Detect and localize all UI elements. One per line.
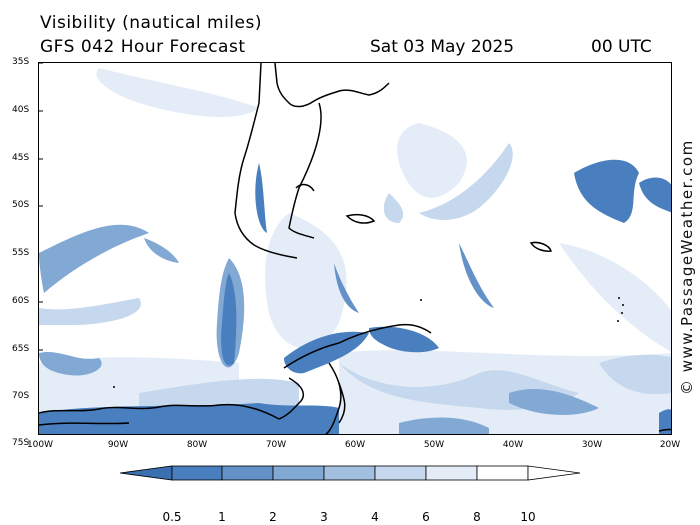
lon-label: 30W [581,440,603,450]
lon-label: 70W [265,440,287,450]
colorbar-label: 4 [371,510,379,524]
lat-ticks [39,63,43,398]
visibility-map [38,62,672,435]
lon-label: 90W [107,440,129,450]
colorbar-label: 2 [269,510,277,524]
low-visibility-field [39,224,599,434]
forecast-time: 00 UTC [591,37,652,57]
colorbar-segment [221,465,274,481]
colorbar-segment [323,465,376,481]
passageweather-watermark: © www.PassageWeather.com [678,139,696,395]
very-low-visibility-field [39,159,671,434]
lon-label: 100W [26,440,54,450]
lat-label: 75S [12,438,30,448]
lon-label: 40W [502,440,524,450]
colorbar-segments [119,465,581,481]
colorbar-label: 10 [520,510,536,524]
colorbar-segment [527,465,581,481]
colorbar-label: 3 [320,510,328,524]
lon-label: 80W [186,440,208,450]
lon-label: 20W [659,440,681,450]
map-field [39,63,671,434]
colorbar-segment [119,465,173,481]
forecast-date: Sat 03 May 2025 [370,37,515,57]
lon-label: 50W [423,440,445,450]
lat-label: 50S [12,200,30,210]
lat-label: 65S [12,344,30,354]
lat-label: 70S [12,391,30,401]
lat-label: 55S [12,248,30,258]
colorbar-segment [374,465,427,481]
colorbar-label: 8 [473,510,481,524]
colorbar-segment [272,465,325,481]
lat-label: 40S [12,105,30,115]
lat-label: 35S [12,57,30,67]
lon-label: 60W [344,440,366,450]
colorbar-segment [476,465,529,481]
colorbar-label: 0.5 [162,510,182,524]
light-visibility-field [39,68,671,434]
colorbar-label: 6 [422,510,430,524]
lat-label: 45S [12,153,30,163]
colorbar-segment [171,465,223,481]
colorbar-segment [425,465,478,481]
map-title: Visibility (nautical miles) [40,13,262,33]
colorbar-label: 1 [218,510,226,524]
forecast-subtitle: GFS 042 Hour Forecast [40,37,246,57]
lat-label: 60S [12,296,30,306]
coastlines [39,63,671,434]
small-islands [113,297,624,388]
